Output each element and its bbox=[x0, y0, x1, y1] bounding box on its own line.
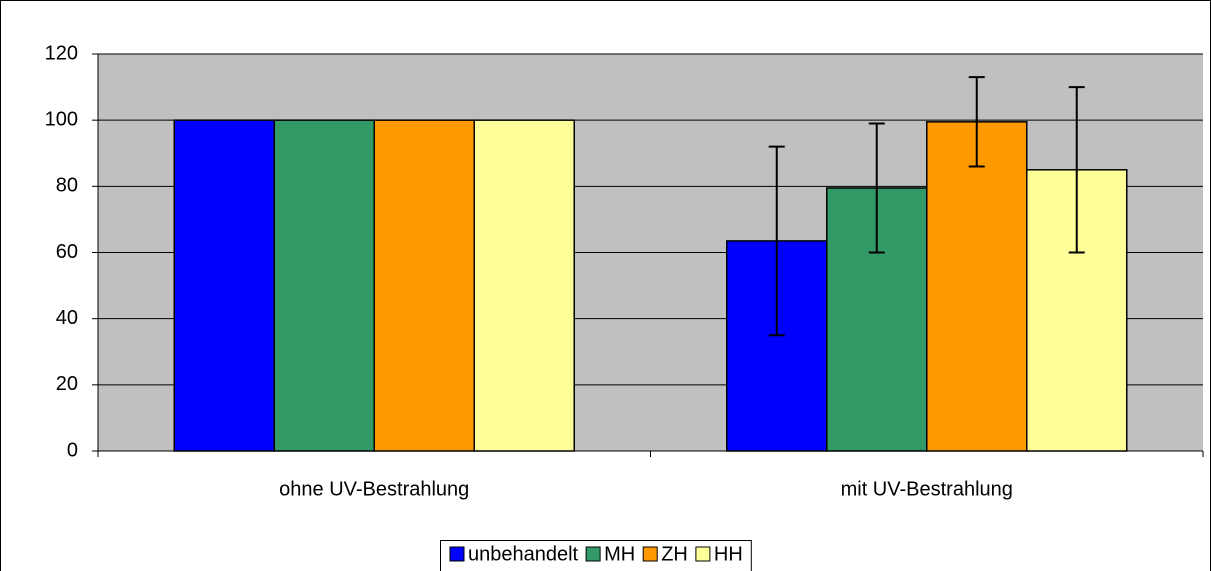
x-tick-label: mit UV-Bestrahlung bbox=[841, 478, 1013, 500]
legend-swatch bbox=[642, 546, 658, 562]
bar bbox=[273, 119, 375, 452]
legend-swatch bbox=[695, 546, 711, 562]
error-bar bbox=[868, 122, 885, 254]
y-tick-label: 100 bbox=[45, 108, 78, 130]
legend-label: MH bbox=[604, 543, 635, 565]
bar bbox=[373, 119, 475, 452]
legend-label: ZH bbox=[661, 543, 688, 565]
legend-swatch bbox=[449, 546, 465, 562]
error-bar bbox=[1068, 86, 1085, 254]
bar bbox=[173, 119, 275, 452]
y-tick-label: 120 bbox=[45, 42, 78, 64]
error-bar bbox=[768, 145, 785, 337]
y-tick-label: 20 bbox=[56, 373, 78, 395]
y-tick-label: 40 bbox=[56, 307, 78, 329]
y-tick-label: 60 bbox=[56, 241, 78, 263]
bar bbox=[926, 121, 1028, 452]
y-tick-label: 80 bbox=[56, 175, 78, 197]
legend-label: HH bbox=[714, 543, 743, 565]
bar bbox=[473, 119, 575, 452]
legend-label: unbehandelt bbox=[468, 543, 579, 565]
y-tick-label: 0 bbox=[67, 439, 78, 461]
x-tick-label: ohne UV-Bestrahlung bbox=[279, 478, 469, 500]
legend-swatch bbox=[585, 546, 601, 562]
error-bar bbox=[968, 76, 985, 168]
